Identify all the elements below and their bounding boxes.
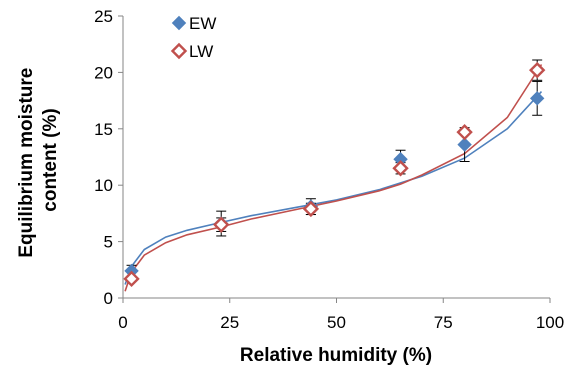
point-ew: [529, 91, 545, 106]
y-tick-label: 0: [104, 289, 113, 308]
y-tick-label: 10: [94, 176, 113, 195]
y-axis-title-line-2: content (%): [40, 108, 61, 211]
point-lw: [213, 216, 230, 233]
point-ew: [457, 137, 472, 152]
data-markers: [123, 61, 546, 288]
fit-curves: [124, 64, 543, 292]
fit-curve-lw: [124, 64, 543, 292]
legend-marker-lw: [170, 42, 188, 60]
x-axis-title: Relative humidity (%): [240, 345, 432, 366]
x-tick-label: 25: [220, 313, 239, 332]
y-axis-title: Equilibrium moisture content (%): [16, 62, 61, 257]
legend: EW LW: [170, 14, 216, 61]
fit-curve-ew: [124, 91, 543, 285]
x-tick-label: 100: [536, 313, 564, 332]
legend-label-lw: LW: [189, 42, 213, 61]
legend-label-ew: EW: [189, 14, 216, 33]
x-tick-label: 50: [327, 313, 346, 332]
point-lw: [302, 200, 320, 218]
legend-marker-ew: [171, 15, 187, 31]
y-tick-label: 20: [94, 63, 113, 82]
axes: 0 5 10 15 20 25 0 25 50 75 100: [94, 7, 564, 332]
y-tick-label: 15: [94, 120, 113, 139]
x-tick-label: 75: [434, 313, 453, 332]
y-tick-label: 25: [94, 7, 113, 26]
x-tick-label: 0: [118, 313, 127, 332]
y-tick-label: 5: [104, 233, 113, 252]
point-lw: [123, 270, 140, 288]
error-bars: [126, 59, 543, 278]
point-lw: [528, 61, 546, 79]
y-axis-title-line-1: Equilibrium moisture: [16, 68, 37, 258]
point-lw: [392, 160, 409, 177]
point-lw: [456, 123, 473, 141]
